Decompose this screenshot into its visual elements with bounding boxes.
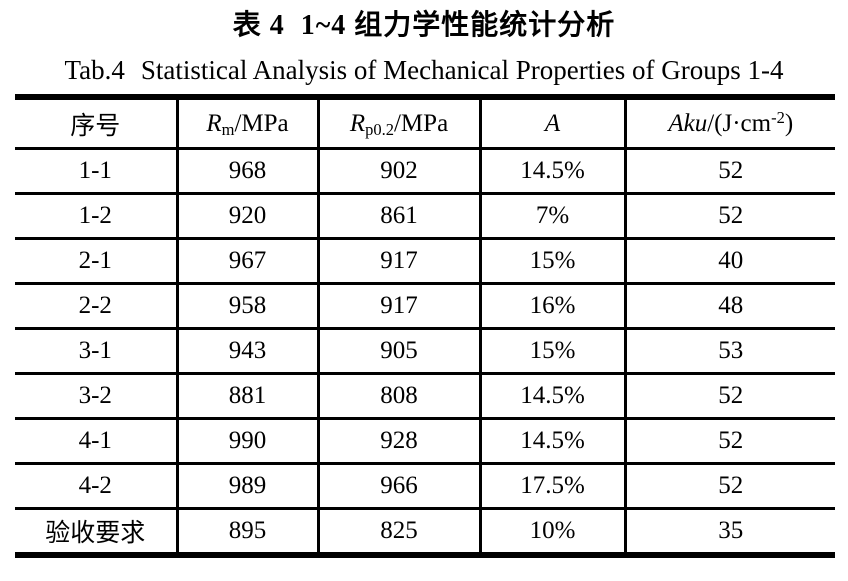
table-number-en: Tab.4 xyxy=(64,55,125,85)
table-cell: 990 xyxy=(175,418,320,465)
table-cell: 881 xyxy=(175,373,320,420)
table-cell: 验收要求 xyxy=(15,508,179,555)
column-header-aku: Aku/(J·cm-2) xyxy=(623,97,835,150)
table-cell: 3-1 xyxy=(15,328,179,375)
table-cell: 17.5% xyxy=(478,463,627,510)
table-cell: 966 xyxy=(316,463,482,510)
table-cell: 14.5% xyxy=(478,418,627,465)
table-cell: 967 xyxy=(175,238,320,285)
table-cell: 808 xyxy=(316,373,482,420)
table-row: 3-1 943 905 15% 53 xyxy=(15,328,835,375)
table-cell: 10% xyxy=(478,508,627,555)
table-cell: 968 xyxy=(175,148,320,195)
table-cell: 825 xyxy=(316,508,482,555)
column-header-rm: Rm/MPa xyxy=(175,97,320,150)
table-cell: 15% xyxy=(478,238,627,285)
table-cell: 52 xyxy=(623,148,835,195)
table-cell: 958 xyxy=(175,283,320,330)
table-cell: 905 xyxy=(316,328,482,375)
table-cell: 14.5% xyxy=(478,148,627,195)
table-cell: 52 xyxy=(623,463,835,510)
table-cell: 1-1 xyxy=(15,148,179,195)
table-row: 1-1 968 902 14.5% 52 xyxy=(15,148,835,195)
table-cell: 1-2 xyxy=(15,193,179,240)
table-row: 2-1 967 917 15% 40 xyxy=(15,238,835,285)
table-cell: 15% xyxy=(478,328,627,375)
table-cell: 52 xyxy=(623,418,835,465)
column-header-elongation: A xyxy=(478,97,627,150)
table-row: 4-1 990 928 14.5% 52 xyxy=(15,418,835,465)
table-number-zh: 表 4 xyxy=(232,10,285,41)
table-cell: 943 xyxy=(175,328,320,375)
table-cell: 40 xyxy=(623,238,835,285)
table-cell: 4-2 xyxy=(15,463,179,510)
table-row: 1-2 920 861 7% 52 xyxy=(15,193,835,240)
table-cell: 2-2 xyxy=(15,283,179,330)
table-cell: 53 xyxy=(623,328,835,375)
table-cell: 920 xyxy=(175,193,320,240)
table-caption-en: Tab.4 Statistical Analysis of Mechanical … xyxy=(0,52,848,88)
table-cell: 52 xyxy=(623,373,835,420)
table-row: 3-2 881 808 14.5% 52 xyxy=(15,373,835,420)
table-caption-zh: 表 4 1~4 组力学性能统计分析 xyxy=(0,7,848,45)
column-header-serial: 序号 xyxy=(15,97,179,150)
table-cell: 4-1 xyxy=(15,418,179,465)
table-row: 2-2 958 917 16% 48 xyxy=(15,283,835,330)
table-cell: 861 xyxy=(316,193,482,240)
table-cell: 52 xyxy=(623,193,835,240)
table-row: 4-2 989 966 17.5% 52 xyxy=(15,463,835,510)
table-cell: 14.5% xyxy=(478,373,627,420)
table-cell: 48 xyxy=(623,283,835,330)
table-cell: 928 xyxy=(316,418,482,465)
table-cell: 917 xyxy=(316,238,482,285)
table-cell: 989 xyxy=(175,463,320,510)
table-row-acceptance: 验收要求 895 825 10% 35 xyxy=(15,508,835,555)
table-title-en: Statistical Analysis of Mechanical Prope… xyxy=(140,55,784,85)
table-cell: 35 xyxy=(623,508,835,555)
mechanical-properties-table: 序号 Rm/MPa Rp0.2/MPa A Aku/(J·cm-2) 1-1 xyxy=(15,94,835,558)
table-cell: 16% xyxy=(478,283,627,330)
table-cell: 917 xyxy=(316,283,482,330)
table-title-zh: 1~4 组力学性能统计分析 xyxy=(300,10,616,41)
table-cell: 2-1 xyxy=(15,238,179,285)
column-header-rp02: Rp0.2/MPa xyxy=(316,97,482,150)
table-cell: 3-2 xyxy=(15,373,179,420)
table-cell: 7% xyxy=(478,193,627,240)
header-row: 序号 Rm/MPa Rp0.2/MPa A Aku/(J·cm-2) xyxy=(15,97,835,150)
table-cell: 902 xyxy=(316,148,482,195)
table-cell: 895 xyxy=(175,508,320,555)
